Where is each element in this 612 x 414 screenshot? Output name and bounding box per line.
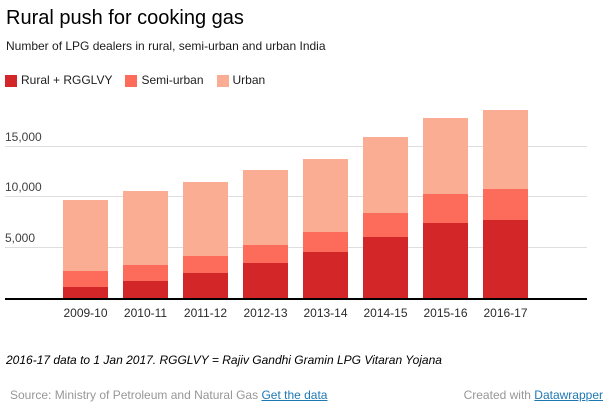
legend-item: Semi-urban (125, 73, 204, 87)
x-axis-label: 2011-12 (183, 306, 228, 320)
x-axis-label: 2016-17 (483, 306, 528, 320)
bar-segment[interactable] (242, 244, 289, 263)
bar-segment[interactable] (182, 272, 229, 298)
bar-segment[interactable] (422, 223, 469, 298)
legend: Rural + RGGLVY Semi-urban Urban (5, 74, 265, 87)
credit-label: Created with (463, 388, 535, 402)
bar-segment[interactable] (242, 170, 289, 245)
legend-item: Rural + RGGLVY (5, 74, 112, 87)
legend-label: Rural + RGGLVY (21, 73, 113, 87)
x-axis-label: 2015-16 (423, 306, 468, 320)
gridline (5, 246, 587, 248)
bar-segment[interactable] (302, 158, 349, 233)
bar-segment[interactable] (422, 117, 469, 194)
bar-segment[interactable] (62, 271, 109, 287)
legend-swatch (216, 74, 229, 87)
x-axis-label: 2010-11 (123, 306, 168, 320)
bar-segment[interactable] (122, 191, 169, 266)
plot-area: 5,000 10,000 15,000 (5, 108, 587, 300)
chart-title: Rural push for cooking gas (6, 7, 244, 29)
bar-segment[interactable] (62, 286, 109, 298)
bar-segment[interactable] (362, 213, 409, 237)
bar-segment[interactable] (482, 189, 529, 220)
x-axis-label: 2009-10 (63, 306, 108, 320)
source-label: Source: Ministry of Petroleum and Natura… (10, 388, 262, 402)
bar-segment[interactable] (482, 110, 529, 190)
bar-segment[interactable] (302, 251, 349, 298)
bar-segment[interactable] (302, 232, 349, 252)
y-axis-tick-label: 15,000 (5, 130, 42, 144)
x-axis-label: 2012-13 (243, 306, 288, 320)
x-axis-label: 2013-14 (303, 306, 348, 320)
x-axis: 2009-10 2010-11 2011-12 2012-13 2013-14 2014-… (5, 306, 587, 322)
chart-subtitle: Number of LPG dealers in rural, semi-urb… (6, 39, 326, 53)
bar-segment[interactable] (242, 262, 289, 298)
bar-segment[interactable] (182, 181, 229, 256)
bar-segment[interactable] (422, 193, 469, 224)
bar-segment[interactable] (362, 137, 409, 214)
datawrapper-link[interactable]: Datawrapper (534, 388, 603, 402)
get-the-data-link[interactable]: Get the data (261, 388, 328, 402)
footnote: 2016-17 data to 1 Jan 2017. RGGLVY = Raj… (6, 353, 442, 367)
legend-label: Semi-urban (141, 73, 204, 87)
bar-segment[interactable] (122, 265, 169, 281)
credit-line: Created with Datawrapper (464, 388, 603, 402)
bar-segment[interactable] (122, 280, 169, 298)
bar-segment[interactable] (482, 219, 529, 298)
bar-segment[interactable] (182, 255, 229, 273)
footer-row: Source: Ministry of Petroleum and Natura… (10, 388, 603, 402)
source-line: Source: Ministry of Petroleum and Natura… (10, 388, 327, 402)
gridline (5, 146, 587, 147)
legend-swatch (5, 74, 17, 87)
x-axis-label: 2014-15 (363, 306, 408, 320)
legend-item: Urban (216, 73, 266, 87)
gridline (5, 196, 587, 198)
bar-segment[interactable] (62, 200, 109, 272)
y-axis-tick-label: 10,000 (5, 180, 42, 195)
legend-swatch (125, 74, 138, 87)
bar-segment[interactable] (362, 236, 409, 298)
legend-label: Urban (232, 73, 266, 87)
y-axis-tick-label: 5,000 (5, 230, 36, 245)
